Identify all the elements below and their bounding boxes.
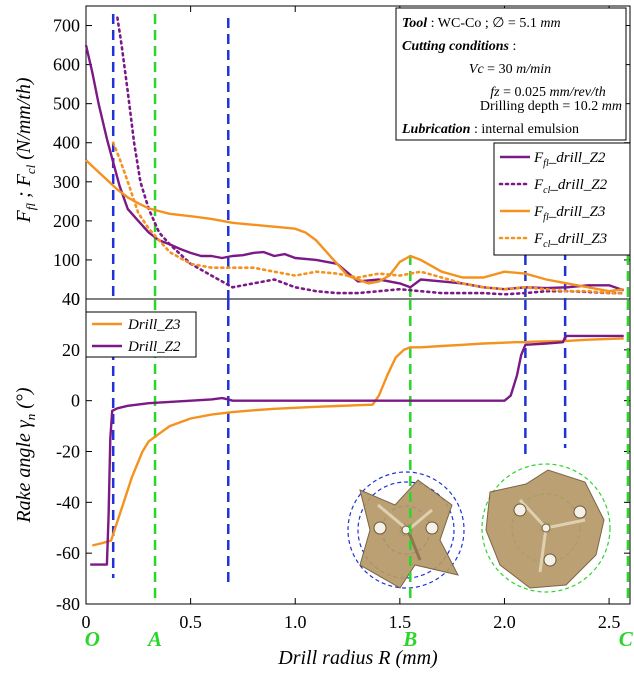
- drill-z2-image: [347, 471, 465, 589]
- legend-label-F_cl_drill_Z2: Fcl_drill_Z2: [533, 177, 608, 196]
- bottom-legend: Drill_Z3 Drill_Z2: [85, 311, 197, 358]
- top-y-tick-label: 200: [53, 211, 80, 231]
- top-y-tick-label: 600: [53, 55, 80, 75]
- series-line-Drill_Z3: [92, 337, 624, 547]
- x-ticks: 0 0.5 1.0 1.5 2.0 2.5: [82, 6, 621, 632]
- zone-letter-C: C: [619, 627, 634, 651]
- bottom-y-tick-label: -60: [56, 543, 80, 563]
- depth-line: Drilling depth = 10.2 mm: [480, 99, 622, 114]
- series-line-F_fl_drill_Z3: [85, 159, 624, 293]
- top-y-tick-label: 300: [53, 172, 80, 192]
- x-tick-label: 0.5: [179, 612, 202, 632]
- legend-label-Drill_Z2: Drill_Z2: [127, 339, 181, 355]
- x-tick-label: 1.0: [284, 612, 307, 632]
- zone-letter-A: A: [146, 627, 162, 651]
- series-line-F_cl_drill_Z3: [111, 141, 626, 295]
- top-y-axis-title: Ffl ; Fcl (N/mm/th): [13, 77, 38, 223]
- drill-z3-image: [481, 463, 611, 593]
- conditions-line: Cutting conditions :: [402, 39, 516, 54]
- vc-line: Vc = 30 m/min: [469, 62, 551, 77]
- legend-label-F_fl_drill_Z3: Ffl_drill_Z3: [533, 204, 605, 223]
- x-tick-label: 2.5: [598, 612, 621, 632]
- bottom-y-tick-label: -40: [56, 492, 80, 512]
- x-tick-label: 1.5: [389, 612, 412, 632]
- rake-angle-series: [90, 334, 624, 566]
- top-y-tick-label: 100: [53, 250, 80, 270]
- bottom-y-tick-label: 20: [62, 340, 80, 360]
- legend-label-F_cl_drill_Z3: Fcl_drill_Z3: [533, 231, 607, 250]
- top-y-tick-label: 700: [53, 16, 80, 36]
- top-y-tick-label: 400: [53, 133, 80, 153]
- x-tick-label: 2.0: [493, 612, 516, 632]
- zone-letter-O: O: [85, 627, 100, 651]
- fz-line: fz = 0.025 mm/rev/th: [490, 85, 606, 100]
- series-line-F_cl_drill_Z2: [116, 16, 626, 296]
- top-y-tick-label: 500: [53, 94, 80, 114]
- bottom-y-tick-label: -80: [56, 594, 80, 614]
- x-tick-label: 0: [82, 612, 91, 632]
- zone-letter-B: B: [402, 627, 417, 651]
- legend-label-F_fl_drill_Z2: Ffl_drill_Z2: [533, 150, 606, 169]
- top-y-ticks: 0 100 200 300 400 500 600 700: [53, 16, 630, 309]
- top-legend: Ffl_drill_Z2 Fcl_drill_Z2 Ffl_drill_Z3 Fcl_…: [493, 142, 631, 256]
- bottom-y-tick-label: -20: [56, 442, 80, 462]
- series-line-Drill_Z2: [90, 334, 624, 566]
- bottom-y-axis-title: Rake angle γn (°): [13, 387, 38, 523]
- tool-line: Tool : WC-Co ; ∅ = 5.1 mm: [402, 16, 561, 31]
- x-axis-title: Drill radius R (mm): [277, 647, 438, 669]
- force-series: [84, 16, 626, 296]
- bottom-y-ticks: -80 -60 -40 -20 0 20 40: [56, 289, 630, 614]
- legend-label-Drill_Z3: Drill_Z3: [127, 317, 181, 333]
- top-y-tick-label: 0: [71, 289, 80, 309]
- conditions-box: Tool : WC-Co ; ∅ = 5.1 mm Cutting condit…: [395, 7, 627, 141]
- lubrication-line: Lubrication : internal emulsion: [401, 122, 579, 137]
- bottom-y-tick-label: 0: [71, 391, 80, 411]
- bottom-y-tick-label: 40: [62, 289, 80, 309]
